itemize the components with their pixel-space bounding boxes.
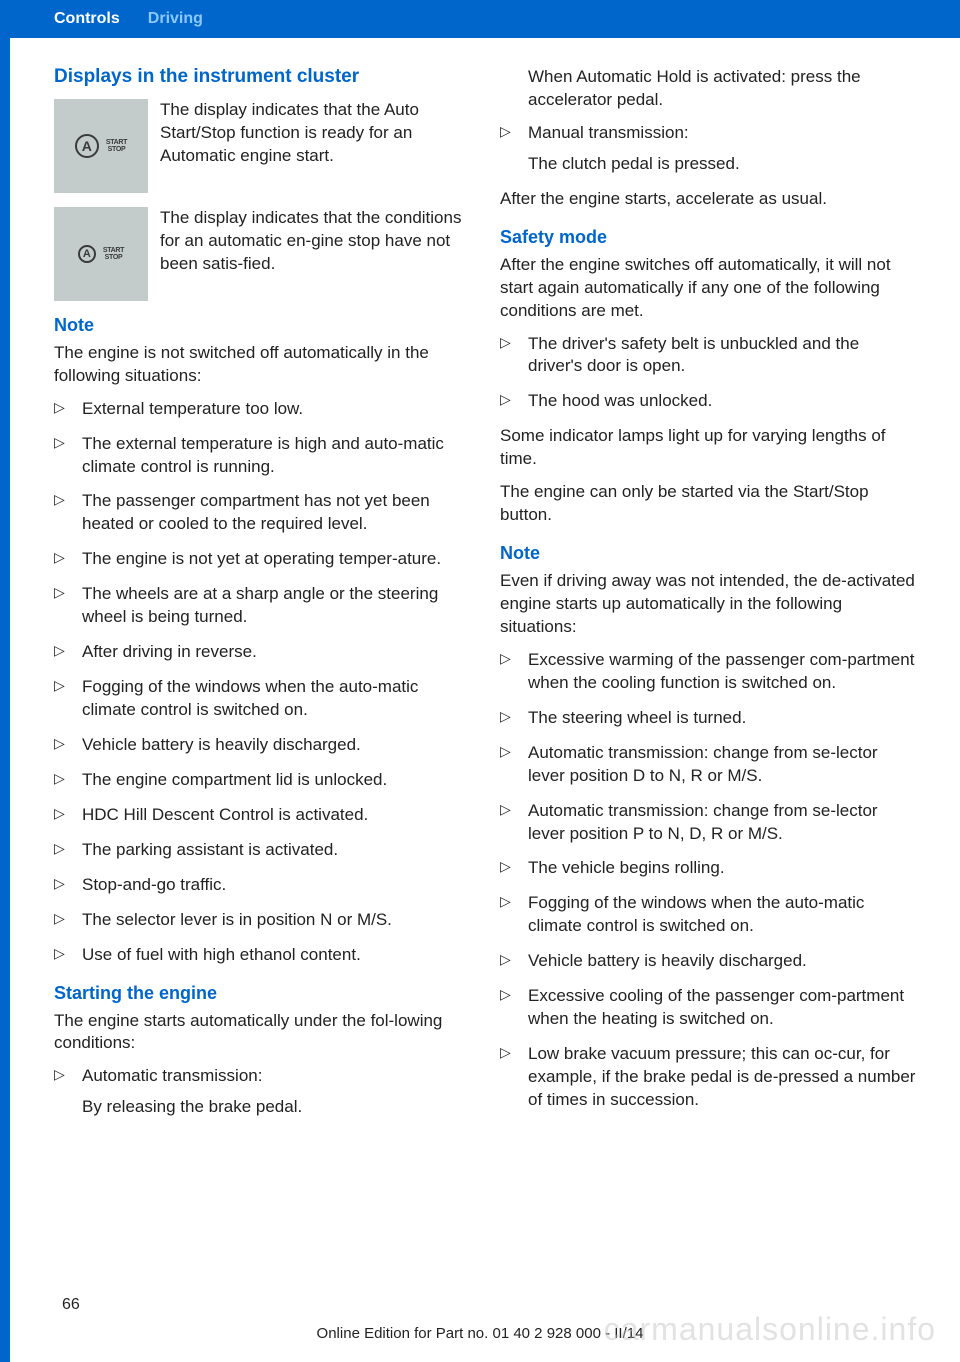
indicator-1-text: The display indicates that the Auto Star… bbox=[160, 99, 472, 168]
list-item: The parking assistant is activated. bbox=[54, 839, 472, 862]
indicator-row-1: A STARTSTOP The display indicates that t… bbox=[54, 99, 472, 193]
safety-intro: After the engine switches off automatica… bbox=[500, 254, 918, 323]
list-item: The engine is not yet at operating tempe… bbox=[54, 548, 472, 571]
list-item-label: Manual transmission: bbox=[528, 123, 689, 142]
list-item: Vehicle battery is heavily discharged. bbox=[500, 950, 918, 973]
note2-list: Excessive warming of the passenger com‐p… bbox=[500, 649, 918, 1112]
heading-note2: Note bbox=[500, 543, 918, 564]
content-columns: Displays in the instrument cluster A STA… bbox=[0, 38, 960, 1131]
heading-starting: Starting the engine bbox=[54, 983, 472, 1004]
heading-note: Note bbox=[54, 315, 472, 336]
list-item-sub: The clutch pedal is pressed. bbox=[528, 153, 918, 176]
after-engine-text: After the engine starts, accelerate as u… bbox=[500, 188, 918, 211]
list-item: Stop-and-go traffic. bbox=[54, 874, 472, 897]
side-accent-bar bbox=[0, 0, 10, 1362]
page-number: 66 bbox=[62, 1296, 80, 1314]
list-item: The engine compartment lid is unlocked. bbox=[54, 769, 472, 792]
header-tab-driving: Driving bbox=[148, 10, 203, 28]
list-item: Low brake vacuum pressure; this can oc‐c… bbox=[500, 1043, 918, 1112]
list-item: Use of fuel with high ethanol content. bbox=[54, 944, 472, 967]
list-item: After driving in reverse. bbox=[54, 641, 472, 664]
list-item: The external temperature is high and aut… bbox=[54, 433, 472, 479]
list-item: Excessive warming of the passenger com‐p… bbox=[500, 649, 918, 695]
list-item: Excessive cooling of the passenger com‐p… bbox=[500, 985, 918, 1031]
list-item-label: Automatic transmission: bbox=[82, 1066, 262, 1085]
watermark-text: carmanualsonline.info bbox=[604, 1311, 936, 1348]
list-item: Manual transmission: The clutch pedal is… bbox=[500, 122, 918, 176]
right-column: When Automatic Hold is activated: press … bbox=[500, 66, 918, 1131]
list-item: Fogging of the windows when the auto‐mat… bbox=[54, 676, 472, 722]
list-item: The passenger compartment has not yet be… bbox=[54, 490, 472, 536]
list-item: HDC Hill Descent Control is activated. bbox=[54, 804, 472, 827]
note2-intro: Even if driving away was not intended, t… bbox=[500, 570, 918, 639]
note-intro: The engine is not switched off automatic… bbox=[54, 342, 472, 388]
safety-p2: Some indicator lamps light up for varyin… bbox=[500, 425, 918, 471]
left-column: Displays in the instrument cluster A STA… bbox=[54, 66, 472, 1131]
safety-list: The driver's safety belt is unbuckled an… bbox=[500, 333, 918, 414]
indicator-row-2: A STARTSTOP The display indicates that t… bbox=[54, 207, 472, 301]
start-stop-notready-icon: A STARTSTOP bbox=[54, 207, 148, 301]
list-item: Automatic transmission: By releasing the… bbox=[54, 1065, 472, 1119]
list-item: The vehicle begins rolling. bbox=[500, 857, 918, 880]
starting-intro: The engine starts automatically under th… bbox=[54, 1010, 472, 1056]
list-item: The wheels are at a sharp angle or the s… bbox=[54, 583, 472, 629]
starting-list: Automatic transmission: By releasing the… bbox=[54, 1065, 472, 1119]
starting-list-cont: Manual transmission: The clutch pedal is… bbox=[500, 122, 918, 176]
list-item: Automatic transmission: change from se‐l… bbox=[500, 800, 918, 846]
list-item: The hood was unlocked. bbox=[500, 390, 918, 413]
start-stop-ready-icon: A STARTSTOP bbox=[54, 99, 148, 193]
page-header: Controls Driving bbox=[0, 0, 960, 38]
heading-safety: Safety mode bbox=[500, 227, 918, 248]
list-item: The driver's safety belt is unbuckled an… bbox=[500, 333, 918, 379]
list-item: Fogging of the windows when the auto‐mat… bbox=[500, 892, 918, 938]
header-tab-controls: Controls bbox=[54, 10, 120, 28]
indicator-2-text: The display indicates that the condition… bbox=[160, 207, 472, 276]
note-list: External temperature too low. The extern… bbox=[54, 398, 472, 967]
heading-displays: Displays in the instrument cluster bbox=[54, 66, 472, 89]
list-item: Automatic transmission: change from se‐l… bbox=[500, 742, 918, 788]
list-item-sub: By releasing the brake pedal. bbox=[82, 1096, 472, 1119]
list-item: Vehicle battery is heavily discharged. bbox=[54, 734, 472, 757]
list-item: The selector lever is in position N or M… bbox=[54, 909, 472, 932]
continuation-sub: When Automatic Hold is activated: press … bbox=[500, 66, 918, 112]
list-item: External temperature too low. bbox=[54, 398, 472, 421]
safety-p3: The engine can only be started via the S… bbox=[500, 481, 918, 527]
list-item: The steering wheel is turned. bbox=[500, 707, 918, 730]
